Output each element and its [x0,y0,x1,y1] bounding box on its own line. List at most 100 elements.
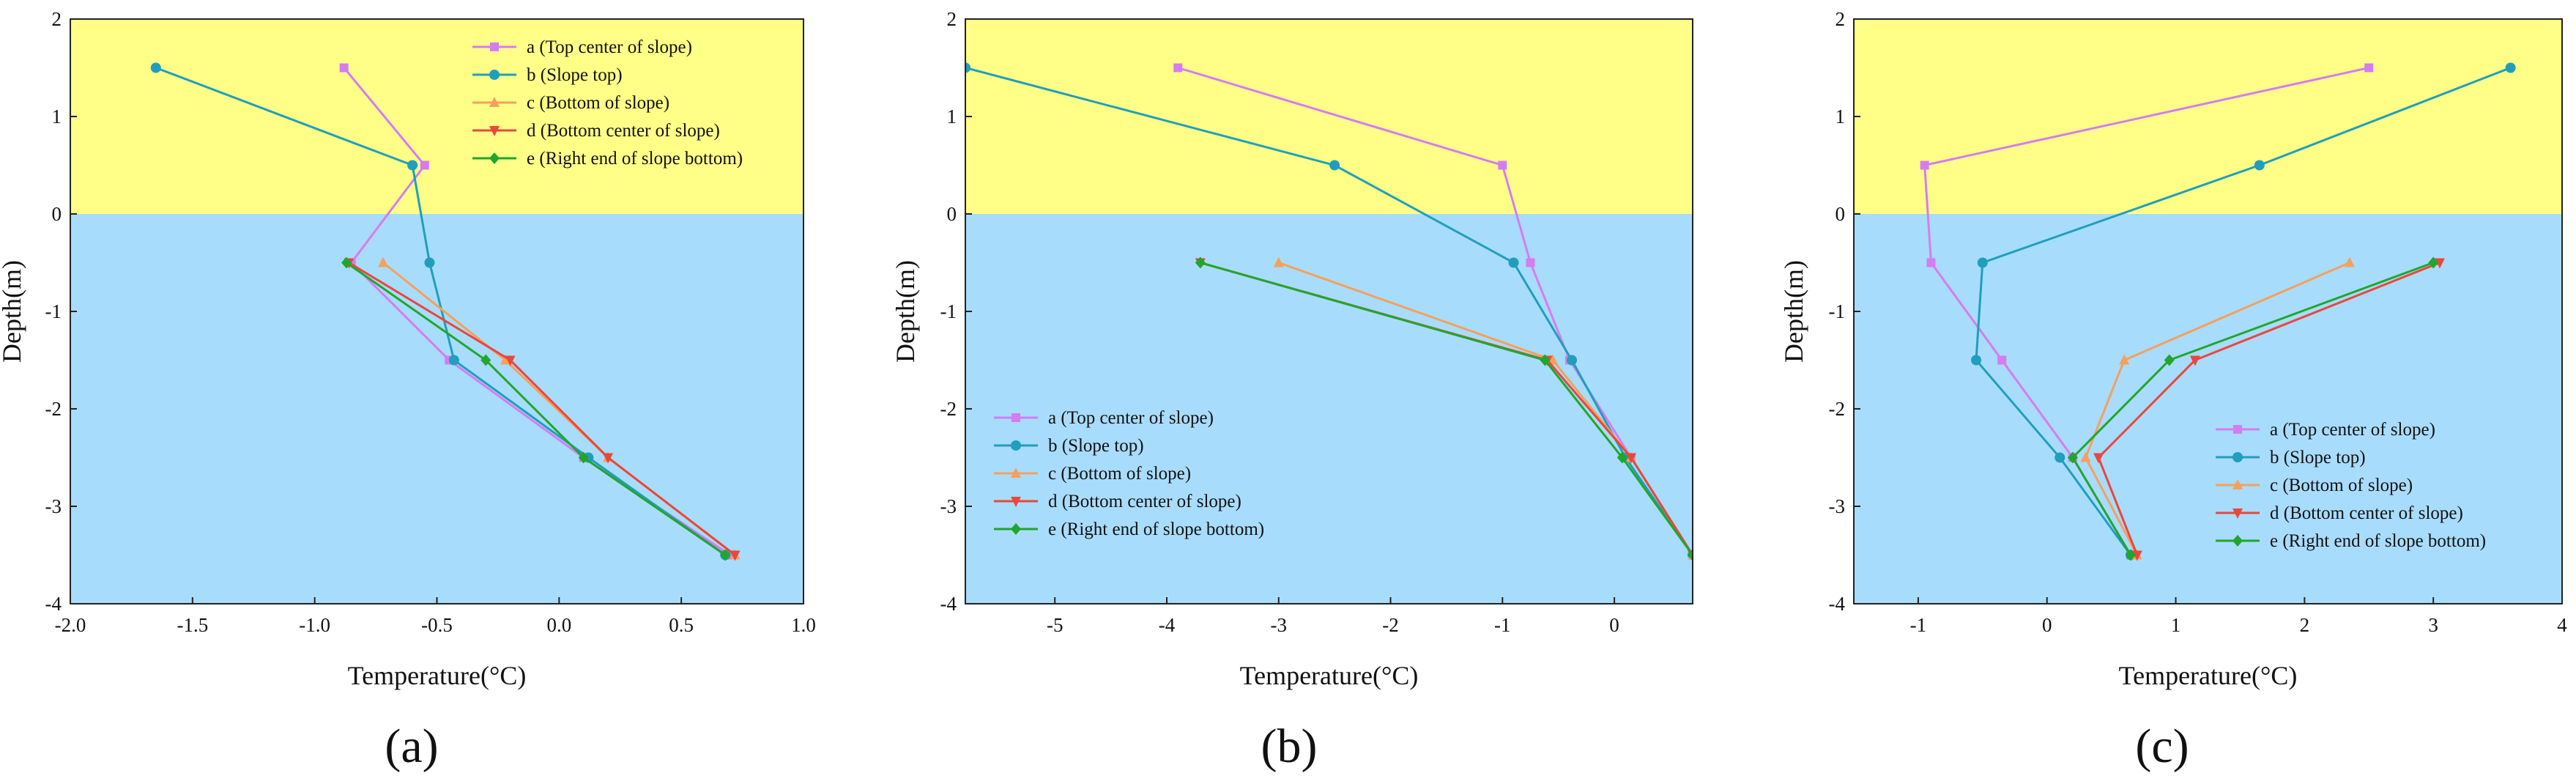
x-tick-label: 2 [2300,614,2310,636]
legend-label-a: a (Top center of slope) [1048,408,1214,428]
x-tick-label: -0.5 [421,614,453,636]
legend-label-d: d (Bottom center of slope) [1048,492,1241,511]
series-point-b [407,160,418,171]
series-point-b [1567,355,1578,366]
y-tick-label: 2 [947,8,957,30]
legend-label-d: d (Bottom center of slope) [527,121,720,141]
y-tick-label: -2 [1829,398,1846,420]
x-tick-label: -4 [1159,614,1176,636]
legend-marker-d [2232,509,2243,519]
plot-area [150,62,740,561]
chart-panel-1: -2.0 -1.5 -1.0 -0.5 0.0 0.5 1.0 -4 -3 -2 -1 0 1 2 Temp… [0,8,816,773]
series-line-e [2071,262,2434,556]
y-tick-label: -3 [45,495,62,517]
frozen-zone-background [1854,19,2562,214]
y-tick-label: 0 [947,203,957,225]
legend-label-e: e (Right end of slope bottom) [1048,519,1264,539]
frozen-zone-background [965,19,1693,214]
series-line-e [346,262,727,556]
series-point-c [1273,256,1284,267]
series-point-d [2189,355,2200,366]
legend-marker-e [489,152,500,164]
x-tick-label: -2 [1382,614,1399,636]
legend: a (Top center of slope) b (Slope top) c (B… [2216,420,2486,551]
y-tick-label: -3 [1829,495,1846,517]
legend-label-c: c (Bottom of slope) [1048,464,1191,484]
series-point-b [1508,257,1519,268]
series-point-d [2131,550,2142,561]
legend-marker-c [1011,467,1021,478]
legend-label-e: e (Right end of slope bottom) [527,149,743,169]
y-tick-label: 1 [1836,106,1846,127]
chart-panel-3: -1 0 1 2 3 4 -4 -3 -2 -1 0 1 2 Temperature(°C) Depth(m… [1779,8,2567,773]
legend-marker-a [1012,413,1020,422]
series-point-c [500,354,511,365]
series-point-e [578,451,589,464]
y-axis-title: Depth(m) [1779,260,1808,363]
plot-area [965,62,1693,561]
legend-label-c: c (Bottom of slope) [527,93,669,113]
y-axis-title: Depth(m) [891,260,920,363]
series-point-e [1688,549,1693,561]
frozen-zone-background [70,19,803,214]
x-tick-label: -5 [1047,614,1064,636]
legend-marker-b [1011,440,1021,451]
series-point-c [2344,256,2355,267]
legend-marker-b [2232,452,2243,462]
y-axis-title: Depth(m) [0,260,26,363]
series-point-d [2434,258,2445,269]
legend-label-d: d (Bottom center of slope) [2270,503,2463,523]
series-point-b [2505,62,2516,73]
series-point-e [1195,256,1206,269]
series-point-a [1997,355,2007,365]
legend-marker-e [1011,523,1021,535]
x-tick-label: 0 [2042,614,2052,636]
plot-area [1920,62,2516,561]
legend-marker-c [2232,479,2243,489]
thawed-zone-background [1854,214,2562,604]
legend-label-a: a (Top center of slope) [2270,420,2435,440]
series-point-d [1625,453,1636,464]
legend-marker-c [489,97,500,107]
series-point-b [424,257,435,268]
x-tick-label: 0.0 [546,614,571,636]
series-point-d [603,453,614,464]
x-tick-label: -2.0 [55,614,86,636]
series-point-a [1926,258,1936,267]
x-tick-label: 0 [1609,614,1619,636]
legend-marker-d [489,126,500,136]
series-point-e [720,549,731,561]
legend-marker-d [1011,497,1021,507]
series-line-c [2084,262,2350,556]
series-point-e [2126,549,2137,561]
series-point-d [730,550,740,561]
y-tick-label: -4 [1829,593,1846,615]
legend-label-b: b (Slope top) [1048,436,1144,456]
chart-panel-2: -5 -4 -3 -2 -1 0 -4 -3 -2 -1 0 1 2 Temperature(°C) Dep… [891,8,1693,773]
y-tick-label: -2 [45,398,62,420]
panel-label: (b) [1261,720,1318,773]
x-tick-label: -1.5 [177,614,208,636]
series-point-b [2055,452,2065,463]
y-tick-label: -1 [1829,300,1846,322]
series-point-b [1329,160,1340,171]
legend-marker-a [2233,425,2242,434]
series-point-e [1617,451,1627,464]
legend-marker-a [490,42,499,51]
x-tick-label: -1 [1494,614,1511,636]
series-point-a [1173,63,1183,73]
series-point-a [420,160,429,170]
legend-label-b: b (Slope top) [2270,448,2366,467]
series-point-c [378,256,389,267]
panel-label: (a) [385,720,438,773]
y-tick-label: -1 [940,300,957,322]
series-line-d [348,262,736,556]
series-point-e [480,354,491,366]
series-point-e [341,256,352,269]
series-point-a [1526,258,1535,267]
x-tick-label: 4 [2557,614,2567,636]
series-point-c [2119,354,2130,365]
series-line-b [965,67,1693,556]
series-point-e [2164,354,2175,366]
x-tick-label: 1.0 [791,614,816,636]
